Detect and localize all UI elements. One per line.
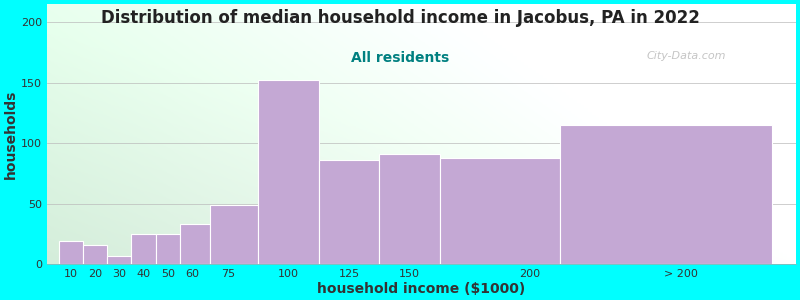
Text: City-Data.com: City-Data.com bbox=[646, 51, 726, 61]
Bar bbox=[439, 158, 560, 264]
Bar bbox=[180, 224, 210, 264]
Bar bbox=[379, 154, 439, 264]
Bar bbox=[258, 80, 318, 264]
Bar bbox=[210, 205, 258, 264]
Bar bbox=[83, 245, 107, 264]
Bar bbox=[156, 234, 180, 264]
X-axis label: household income ($1000): household income ($1000) bbox=[318, 282, 526, 296]
Bar bbox=[318, 160, 379, 264]
Text: Distribution of median household income in Jacobus, PA in 2022: Distribution of median household income … bbox=[101, 9, 699, 27]
Bar bbox=[59, 241, 83, 264]
Bar bbox=[560, 125, 772, 264]
Bar bbox=[131, 234, 156, 264]
Text: All residents: All residents bbox=[351, 51, 449, 65]
Bar bbox=[107, 256, 131, 264]
Y-axis label: households: households bbox=[4, 89, 18, 179]
